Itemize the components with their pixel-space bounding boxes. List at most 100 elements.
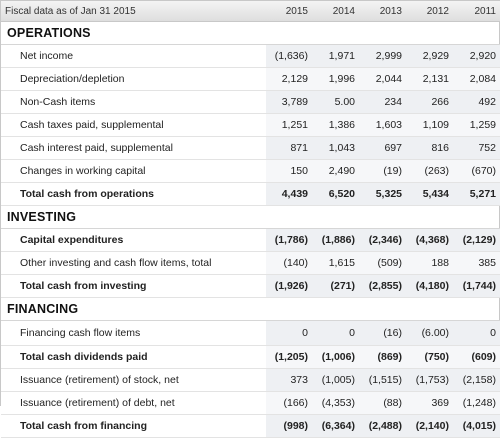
cell-value: (1,753) [407,368,454,392]
table-row: Cash interest paid, supplemental 871 1,0… [1,136,500,160]
table-row: Other investing and cash flow items, tot… [1,251,500,275]
cell-value: 2,044 [360,67,407,91]
cell-value: 373 [266,368,313,392]
cell-value: 1,603 [360,113,407,137]
cell-value: (1,886) [313,228,360,252]
year-header: 2011 [454,1,500,22]
section-title: INVESTING [1,205,500,229]
section-title: OPERATIONS [1,21,500,45]
table-row: Financing cash flow items 0 0 (16) (6.00… [1,320,500,346]
cell-value: 3,789 [266,90,313,114]
cell-value: 697 [360,136,407,160]
row-label: Total cash from financing [1,414,266,438]
cell-value: 1,109 [407,113,454,137]
row-label: Non-Cash items [1,90,266,114]
cell-value: (19) [360,159,407,183]
cell-value: (1,636) [266,44,313,68]
table-row-total: Total cash from operations 4,439 6,520 5… [1,182,500,206]
table-row-total: Total cash from investing (1,926) (271) … [1,274,500,298]
fiscal-date-label: Fiscal data as of Jan 31 2015 [1,1,266,22]
cell-value: 385 [454,251,500,275]
cell-value: (509) [360,251,407,275]
cell-value: (271) [313,274,360,298]
cell-value: 150 [266,159,313,183]
cell-value: (670) [454,159,500,183]
cell-value: (2,855) [360,274,407,298]
cell-value: 0 [313,320,360,346]
cell-value: 752 [454,136,500,160]
cell-value: (4,368) [407,228,454,252]
cell-value: 2,999 [360,44,407,68]
cell-value: 234 [360,90,407,114]
table-row: Issuance (retirement) of stock, net 373 … [1,368,500,392]
table-row: Non-Cash items 3,789 5.00 234 266 492 [1,90,500,114]
cell-value: 1,386 [313,113,360,137]
cell-value: 0 [266,320,313,346]
year-header: 2015 [266,1,313,22]
row-label: Depreciation/depletion [1,67,266,91]
table-row: Total cash dividends paid (1,205) (1,006… [1,345,500,369]
cell-value: (6.00) [407,320,454,346]
cell-value: (4,353) [313,391,360,415]
row-label: Total cash from operations [1,182,266,206]
cell-value: (263) [407,159,454,183]
cell-value: (1,926) [266,274,313,298]
cell-value: 2,084 [454,67,500,91]
row-label: Net income [1,44,266,68]
cell-value: 1,996 [313,67,360,91]
year-header: 2014 [313,1,360,22]
row-label: Capital expenditures [1,228,266,252]
cell-value: 1,259 [454,113,500,137]
cell-value: (2,129) [454,228,500,252]
cell-value: 816 [407,136,454,160]
cell-value: 5,271 [454,182,500,206]
cell-value: (16) [360,320,407,346]
cell-value: (1,515) [360,368,407,392]
table-row: Issuance (retirement) of debt, net (166)… [1,391,500,415]
row-label: Financing cash flow items [1,320,266,346]
cell-value: (609) [454,345,500,369]
cell-value: 1,043 [313,136,360,160]
cell-value: (2,346) [360,228,407,252]
header-row: Fiscal data as of Jan 31 2015 2015 2014 … [1,1,500,22]
cell-value: (88) [360,391,407,415]
cell-value: 1,251 [266,113,313,137]
cell-value: (1,786) [266,228,313,252]
cell-value: 2,129 [266,67,313,91]
section-header-investing: INVESTING [1,205,500,229]
row-label: Issuance (retirement) of debt, net [1,391,266,415]
table-row: Capital expenditures (1,786) (1,886) (2,… [1,228,500,252]
section-header-financing: FINANCING [1,297,500,321]
cell-value: 2,490 [313,159,360,183]
year-header: 2012 [407,1,454,22]
table-row-total: Total cash from financing (998) (6,364) … [1,414,500,438]
table-row: Net income (1,636) 1,971 2,999 2,929 2,9… [1,44,500,68]
cell-value: (998) [266,414,313,438]
cell-value: (1,005) [313,368,360,392]
table-row: Cash taxes paid, supplemental 1,251 1,38… [1,113,500,137]
row-label: Cash interest paid, supplemental [1,136,266,160]
cell-value: 5,325 [360,182,407,206]
cell-value: 5,434 [407,182,454,206]
row-label: Cash taxes paid, supplemental [1,113,266,137]
cell-value: 369 [407,391,454,415]
cell-value: (750) [407,345,454,369]
cell-value: 2,920 [454,44,500,68]
row-label: Total cash dividends paid [1,345,266,369]
section-header-operations: OPERATIONS [1,21,500,45]
row-label: Other investing and cash flow items, tot… [1,251,266,275]
row-label: Changes in working capital [1,159,266,183]
table-row: Depreciation/depletion 2,129 1,996 2,044… [1,67,500,91]
cell-value: (166) [266,391,313,415]
year-header: 2013 [360,1,407,22]
cell-value: 0 [454,320,500,346]
cell-value: (1,205) [266,345,313,369]
cell-value: (4,015) [454,414,500,438]
section-title: FINANCING [1,297,500,321]
cell-value: (2,140) [407,414,454,438]
cell-value: 6,520 [313,182,360,206]
cell-value: (1,744) [454,274,500,298]
cell-value: (869) [360,345,407,369]
cell-value: (2,158) [454,368,500,392]
